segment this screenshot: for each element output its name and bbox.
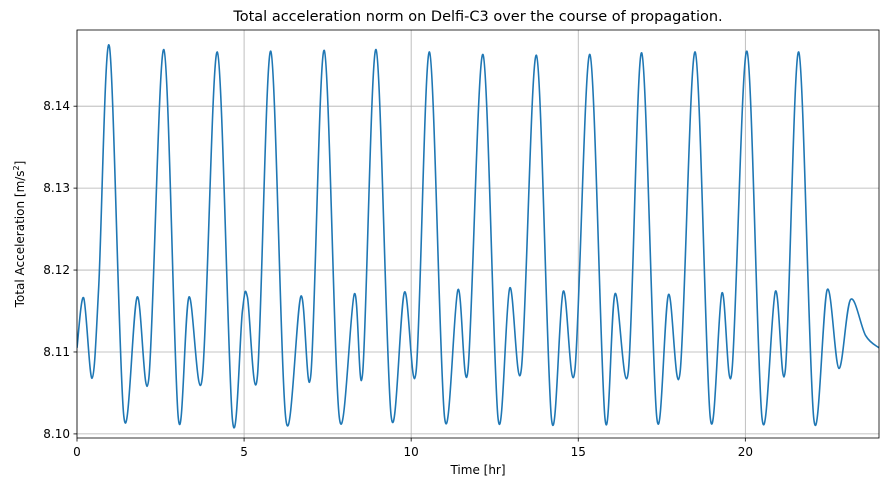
x-tick-label: 15: [571, 445, 586, 459]
y-tick-label: 8.14: [43, 99, 70, 113]
x-tick-label: 5: [240, 445, 248, 459]
x-tick-label: 0: [73, 445, 81, 459]
x-axis: 0 5 10 15 20: [73, 438, 753, 459]
y-tick-label: 8.11: [43, 345, 70, 359]
y-axis-label-superscript: 2: [12, 165, 21, 170]
acceleration-series-line: [77, 44, 879, 429]
plot-frame: [76, 29, 880, 439]
x-tick-label: 20: [738, 445, 753, 459]
y-tick-label: 8.12: [43, 263, 70, 277]
x-axis-label: Time [hr]: [449, 463, 505, 477]
chart-title: Total acceleration norm on Delfi-C3 over…: [232, 9, 722, 25]
x-tick-label: 10: [404, 445, 419, 459]
plot-area: [77, 44, 879, 429]
y-axis-label-main: Total Acceleration [m/s: [13, 170, 27, 308]
y-axis: 8.10 8.11 8.12 8.13 8.14: [43, 99, 77, 441]
y-axis-label: Total Acceleration [m/s2]: [12, 161, 27, 309]
y-tick-label: 8.13: [43, 181, 70, 195]
y-tick-label: 8.10: [43, 427, 70, 441]
y-axis-label-close: ]: [13, 161, 27, 166]
